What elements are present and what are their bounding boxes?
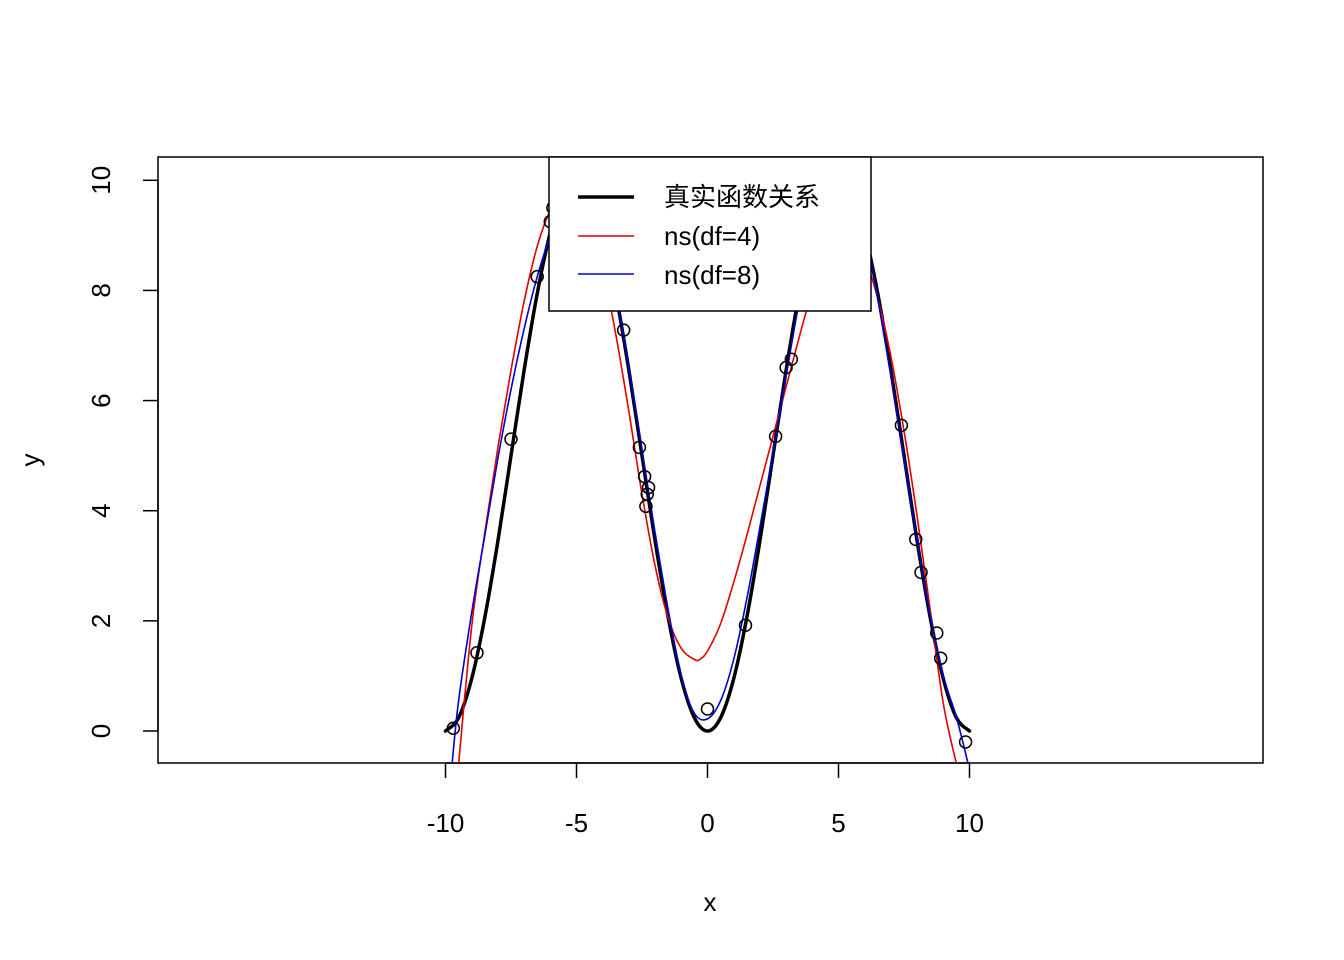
legend: 真实函数关系 ns(df=4) ns(df=8) xyxy=(548,156,872,312)
x-axis: -10 -5 0 5 10 xyxy=(427,762,984,838)
series-true-function xyxy=(443,178,972,733)
data-point xyxy=(700,702,715,716)
legend-label-df4: ns(df=4) xyxy=(664,221,760,251)
legend-label-true: 真实函数关系 xyxy=(664,182,820,212)
y-axis: 0 2 4 6 8 10 xyxy=(86,166,159,738)
y-tick-label: 0 xyxy=(86,724,116,738)
data-point xyxy=(784,352,799,367)
x-tick-label: -10 xyxy=(427,808,465,838)
y-tick-label: 8 xyxy=(86,283,116,297)
x-tick-label: -5 xyxy=(565,808,588,838)
data-point xyxy=(738,618,753,633)
y-tick-label: 10 xyxy=(86,166,116,195)
data-point xyxy=(933,651,948,666)
data-point xyxy=(641,480,656,495)
data-point xyxy=(768,429,783,444)
data-point xyxy=(530,269,544,284)
y-axis-title: y xyxy=(15,454,45,467)
data-point xyxy=(930,626,944,640)
legend-label-df8: ns(df=8) xyxy=(664,260,760,290)
data-point xyxy=(914,565,928,580)
x-tick-label: 5 xyxy=(831,808,845,838)
data-point xyxy=(470,646,484,660)
data-point xyxy=(894,418,909,433)
y-tick-label: 6 xyxy=(86,393,116,407)
data-point xyxy=(616,323,631,337)
data-point xyxy=(909,532,923,547)
x-tick-label: 10 xyxy=(955,808,984,838)
data-point xyxy=(958,735,973,749)
legend-box xyxy=(548,156,872,312)
data-point xyxy=(446,721,461,735)
x-tick-label: 0 xyxy=(700,808,714,838)
data-point xyxy=(504,432,518,446)
data-point xyxy=(640,487,654,501)
data-point xyxy=(632,440,647,455)
y-tick-label: 4 xyxy=(86,503,116,517)
y-tick-label: 2 xyxy=(86,614,116,628)
x-axis-title: x xyxy=(704,887,717,917)
series-ns-df8 xyxy=(451,170,969,763)
